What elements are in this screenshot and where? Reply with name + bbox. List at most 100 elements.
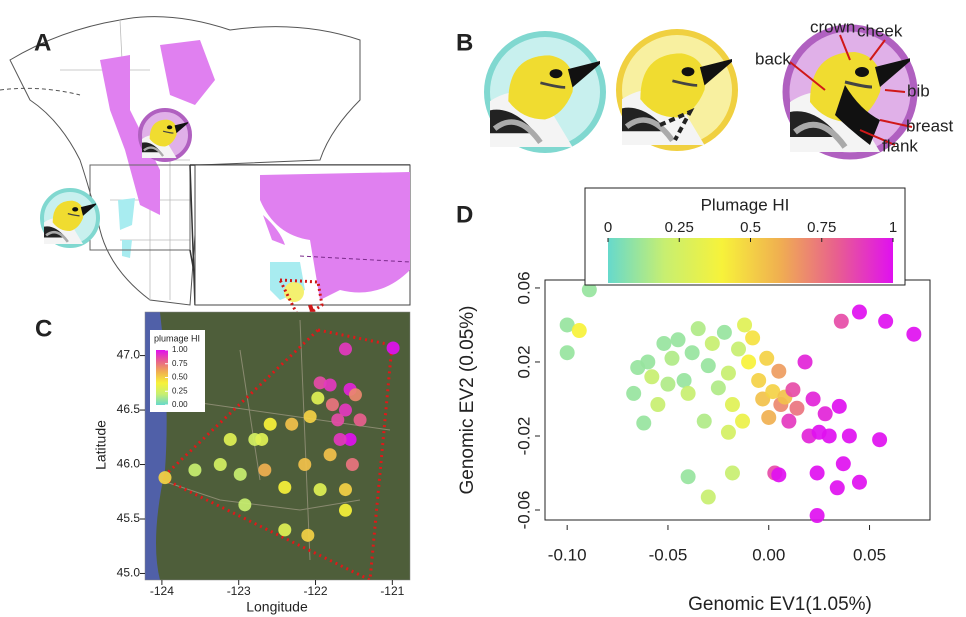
colorbar-tick-label: 1.00 (172, 345, 188, 354)
x-axis-label: Genomic EV1(1.05%) (688, 594, 872, 615)
data-point (830, 480, 845, 495)
page: {"panels":{"a":{"label":"A"},"b":{"label… (0, 0, 966, 617)
data-point (278, 523, 291, 536)
data-point (701, 490, 716, 505)
data-point (806, 391, 821, 406)
data-point (725, 397, 740, 412)
data-point (626, 386, 641, 401)
data-point (906, 327, 921, 342)
annotation: crown (810, 17, 855, 36)
data-point (278, 481, 291, 494)
panel-label: A (34, 29, 51, 56)
x-tick-label: -0.05 (649, 545, 688, 564)
data-point (725, 465, 740, 480)
data-point (301, 529, 314, 542)
data-point (656, 336, 671, 351)
data-point (324, 378, 337, 391)
data-point (818, 406, 833, 421)
data-point (258, 463, 271, 476)
data-point (697, 414, 712, 429)
y-tick-label: 45.0 (117, 566, 141, 580)
data-point (387, 341, 400, 354)
colorbar-title: plumage HI (154, 333, 200, 343)
data-point (832, 399, 847, 414)
data-point (339, 504, 352, 517)
x-tick-label: 0.00 (752, 545, 785, 564)
x-axis-label: Longitude (246, 599, 308, 615)
data-point (331, 413, 344, 426)
data-point (721, 425, 736, 440)
data-point (685, 345, 700, 360)
colorbar-tick-label: 0.75 (172, 359, 188, 368)
data-point (238, 498, 251, 511)
data-point (644, 369, 659, 384)
annotation: breast (906, 116, 954, 135)
data-point (214, 458, 227, 471)
y-axis-label: Genomic EV2 (0.05%) (457, 305, 478, 494)
panel-a-map (0, 17, 410, 342)
colorbar (608, 238, 893, 283)
data-point (785, 382, 800, 397)
data-point (737, 317, 752, 332)
data-point (224, 433, 237, 446)
y-axis-label: Latitude (93, 420, 109, 470)
data-point (872, 432, 887, 447)
x-tick-label: -0.10 (548, 545, 587, 564)
data-point (560, 345, 575, 360)
data-point (234, 468, 247, 481)
data-point (671, 332, 686, 347)
data-point (810, 508, 825, 523)
data-point (158, 471, 171, 484)
y-tick-label: 45.5 (117, 511, 141, 525)
data-point (721, 366, 736, 381)
x-tick-label: -122 (304, 584, 328, 598)
data-point (334, 433, 347, 446)
data-point (324, 448, 337, 461)
colorbar-tick-label: 0.00 (172, 400, 188, 409)
y-tick-label: 0.02 (514, 345, 533, 378)
data-point (717, 325, 732, 340)
data-point (314, 483, 327, 496)
x-tick-label: 0.05 (853, 545, 886, 564)
data-point (711, 380, 726, 395)
data-point (834, 314, 849, 329)
data-point (731, 342, 746, 357)
data-point (285, 418, 298, 431)
data-point (255, 433, 268, 446)
data-point (759, 351, 774, 366)
data-point (339, 483, 352, 496)
data-point (741, 354, 756, 369)
panel-label: C (35, 315, 52, 342)
annotation: cheek (857, 21, 903, 40)
data-point (745, 330, 760, 345)
y-tick-label: 47.0 (117, 348, 141, 362)
y-tick-label: -0.06 (514, 491, 533, 530)
data-point (304, 410, 317, 423)
y-tick-label: -0.02 (514, 417, 533, 456)
x-tick-label: -124 (150, 584, 174, 598)
data-point (681, 386, 696, 401)
data-point (636, 416, 651, 431)
colorbar-tick-label: 0.5 (740, 219, 761, 236)
colorbar-tick-label: 0 (604, 219, 612, 236)
annotation: flank (882, 136, 918, 155)
colorbar-tick-label: 0.25 (172, 386, 188, 395)
panel-label: D (456, 201, 473, 228)
data-point (264, 418, 277, 431)
data-point (789, 401, 804, 416)
data-point (781, 414, 796, 429)
data-point (751, 373, 766, 388)
panel-label: B (456, 29, 473, 56)
figure: A B crown cheek back bib breast flank -1… (0, 0, 966, 617)
data-point (650, 397, 665, 412)
colorbar-tick-label: 0.75 (807, 219, 836, 236)
data-point (572, 323, 587, 338)
colorbar-tick-label: 0.50 (172, 373, 188, 382)
x-tick-label: -121 (380, 584, 404, 598)
data-point (705, 336, 720, 351)
annotation: back (755, 49, 791, 68)
data-point (660, 377, 675, 392)
data-point (761, 410, 776, 425)
data-point (346, 458, 359, 471)
colorbar-tick-label: 1 (889, 219, 897, 236)
